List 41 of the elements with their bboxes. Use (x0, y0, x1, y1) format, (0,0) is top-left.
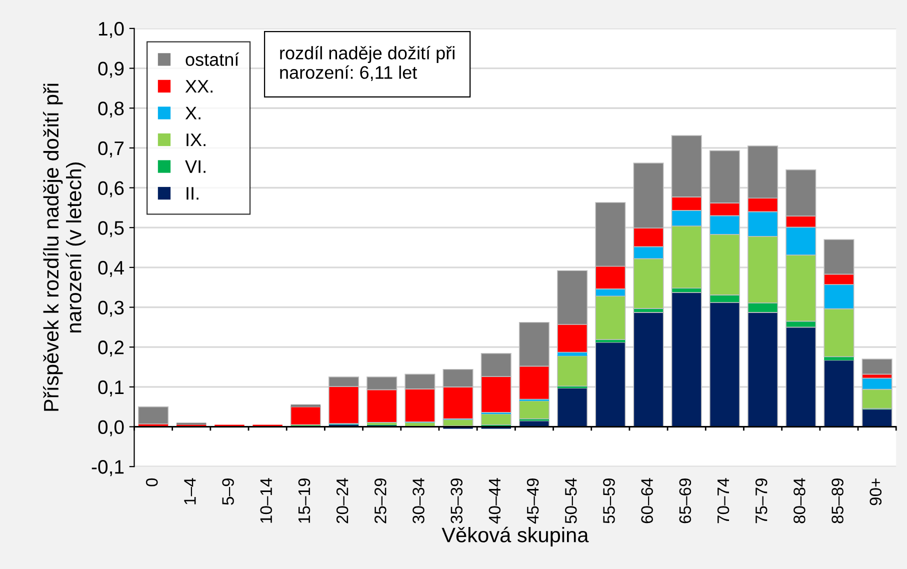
x-tick-label: 1–4 (184, 478, 196, 504)
y-tick-label: 1,0 (98, 22, 124, 38)
y-tick-label: -0,1 (92, 460, 124, 476)
y-tick-label: 0,9 (98, 62, 124, 78)
y-tick-label: 0,1 (98, 380, 124, 396)
x-tick-label: 45–49 (526, 478, 539, 524)
y-tick-label: 0,7 (98, 141, 124, 158)
annotation: rozdíl naděje dožití při narození: 6,11 let (280, 46, 454, 82)
x-tick-label: 85–89 (832, 478, 844, 524)
x-tick-label: 55–59 (603, 478, 615, 524)
x-tick-label: 70–74 (717, 478, 730, 524)
x-tick-label: 40–44 (488, 478, 501, 524)
x-tick-label: 10–14 (260, 478, 272, 523)
x-tick-label: 25–29 (374, 478, 386, 524)
legend-label: II. (186, 187, 198, 200)
y-tick-label: 0,2 (98, 340, 124, 357)
x-tick-label: 65–69 (679, 478, 692, 524)
y-tick-label: 0,0 (98, 420, 124, 436)
legend-label: X. (185, 106, 200, 120)
x-tick-label: 35–39 (450, 478, 463, 524)
y-axis-title: Příspěvek k rozdílu naděje dožití při narození (v letech) (43, 84, 86, 411)
legend-label: XX. (185, 80, 212, 93)
y-tick-label: 0,8 (98, 102, 124, 118)
x-tick-label: 5–9 (222, 478, 234, 505)
x-tick-label: 80–84 (794, 478, 806, 524)
legend-label: ostatní (186, 52, 240, 66)
x-tick-label: 0 (146, 478, 158, 486)
x-tick-label: 15–19 (298, 478, 310, 523)
legend-label: VI. (185, 160, 206, 173)
x-tick-label: 30–34 (412, 478, 424, 524)
x-tick-label: 20–24 (336, 478, 348, 524)
y-tick-label: 0,6 (98, 181, 124, 198)
y-tick-label: 0,4 (98, 260, 124, 277)
legend-label: IX. (186, 134, 206, 146)
x-tick-label: 75–79 (755, 478, 768, 524)
x-tick-label: 60–64 (641, 478, 653, 524)
x-tick-label: 50–54 (564, 478, 577, 524)
y-tick-label: 0,3 (98, 300, 124, 317)
x-tick-label: 90+ (870, 478, 882, 506)
y-tick-label: 0,5 (98, 221, 124, 238)
x-axis-title: Věková skupina (442, 526, 589, 546)
